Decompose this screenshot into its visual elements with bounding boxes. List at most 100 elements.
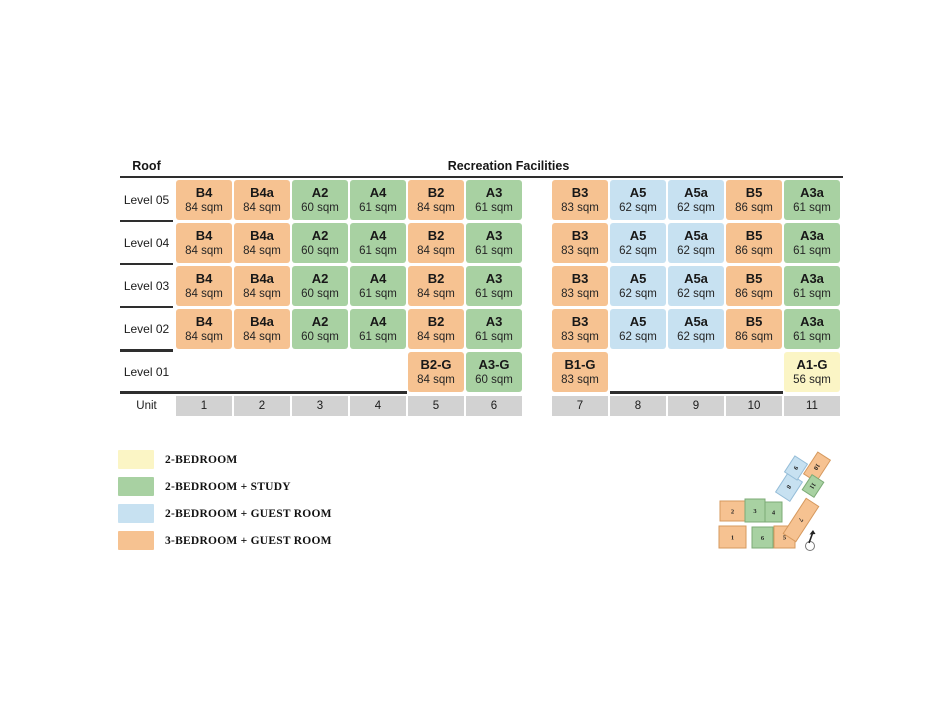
unit-number-7: 7 — [552, 396, 608, 416]
unit-cell-B4: B4 84 sqm — [176, 180, 232, 220]
unit-name: B5 — [745, 185, 763, 201]
unit-cell-A2: A2 60 sqm — [292, 223, 348, 263]
unit-cell-A4: A4 61 sqm — [350, 180, 406, 220]
unit-area: 84 sqm — [243, 330, 281, 343]
unit-name: A4 — [369, 185, 387, 201]
unit-name: A3 — [485, 314, 503, 330]
unit-area: 62 sqm — [677, 287, 715, 300]
unit-cell-A5: A5 62 sqm — [610, 266, 666, 306]
site-block-6: 6 — [751, 526, 774, 549]
unit-area: 86 sqm — [735, 201, 773, 214]
unit-area: 83 sqm — [561, 287, 599, 300]
unit-area: 61 sqm — [793, 287, 831, 300]
unit-name: A1-G — [796, 357, 828, 373]
unit-area: 60 sqm — [475, 373, 513, 386]
site-block-number: 4 — [772, 509, 776, 516]
unit-area: 61 sqm — [475, 201, 513, 214]
unit-area: 84 sqm — [185, 287, 223, 300]
unit-area: 62 sqm — [677, 330, 715, 343]
unit-area: 60 sqm — [301, 287, 339, 300]
unit-cell-B4a: B4a 84 sqm — [234, 266, 290, 306]
unit-name: A5a — [684, 271, 708, 287]
unit-cell-A4: A4 61 sqm — [350, 223, 406, 263]
site-block-number: 1 — [731, 534, 734, 541]
unit-name: B3 — [571, 271, 589, 287]
unit-cell-B5: B5 86 sqm — [726, 180, 782, 220]
unit-name: B5 — [745, 271, 763, 287]
unit-area: 84 sqm — [185, 244, 223, 257]
unit-name: A2 — [311, 314, 329, 330]
unit-name: A3 — [485, 228, 503, 244]
unit-area: 61 sqm — [793, 330, 831, 343]
unit-area: 60 sqm — [301, 244, 339, 257]
level-separator-line — [120, 220, 173, 222]
unit-area: 61 sqm — [475, 287, 513, 300]
legend-swatch-2br_study — [118, 477, 154, 496]
unit-cell-A3a: A3a 61 sqm — [784, 266, 840, 306]
unit-cell-B2: B2 84 sqm — [408, 223, 464, 263]
unit-cell-A2: A2 60 sqm — [292, 309, 348, 349]
site-block-number: 5 — [783, 534, 787, 541]
unit-name: B4 — [195, 314, 213, 330]
site-block-1: 1 — [718, 525, 747, 549]
unit-area: 86 sqm — [735, 330, 773, 343]
site-block-number: 6 — [761, 535, 765, 542]
unit-name: A3a — [800, 314, 824, 330]
unit-area: 62 sqm — [619, 330, 657, 343]
unit-cell-B4a: B4a 84 sqm — [234, 180, 290, 220]
unit-area: 61 sqm — [475, 330, 513, 343]
site-block-number: 2 — [731, 508, 734, 515]
unit-name: A5a — [684, 228, 708, 244]
unit-cell-B2: B2 84 sqm — [408, 309, 464, 349]
unit-cell-A5: A5 62 sqm — [610, 180, 666, 220]
unit-area: 61 sqm — [359, 287, 397, 300]
unit-name: A4 — [369, 314, 387, 330]
site-block-9: 9 — [783, 455, 809, 481]
unit-name: A5 — [629, 314, 647, 330]
unit-name: B4a — [250, 314, 274, 330]
unit-cell-A3: A3 61 sqm — [466, 180, 522, 220]
unit-cell-A1-G: A1-G 56 sqm — [784, 352, 840, 392]
unit-area: 61 sqm — [359, 330, 397, 343]
ground-line-left — [120, 391, 407, 394]
unit-cell-B3: B3 83 sqm — [552, 266, 608, 306]
unit-cell-B3: B3 83 sqm — [552, 223, 608, 263]
unit-cell-A3: A3 61 sqm — [466, 266, 522, 306]
unit-area: 61 sqm — [359, 201, 397, 214]
unit-name: B4 — [195, 228, 213, 244]
unit-cell-A3a: A3a 61 sqm — [784, 223, 840, 263]
unit-name: A4 — [369, 228, 387, 244]
site-block-number: 3 — [753, 508, 757, 515]
ground-line-right — [610, 391, 783, 394]
level-separator-line — [120, 263, 173, 265]
site-plan-map: 1 2 3 4 5 6 7 8 9 10 11 — [718, 451, 832, 551]
unit-name: B1-G — [564, 357, 596, 373]
unit-cell-A5a: A5a 62 sqm — [668, 180, 724, 220]
unit-name: A5 — [629, 228, 647, 244]
unit-area: 62 sqm — [619, 287, 657, 300]
unit-name: B3 — [571, 314, 589, 330]
unit-name: B4 — [195, 271, 213, 287]
unit-name: B2 — [427, 314, 445, 330]
unit-area: 84 sqm — [243, 244, 281, 257]
unit-area: 86 sqm — [735, 287, 773, 300]
unit-name: B4a — [250, 228, 274, 244]
unit-cell-A5: A5 62 sqm — [610, 223, 666, 263]
unit-area: 84 sqm — [185, 201, 223, 214]
unit-number-4: 4 — [350, 396, 406, 416]
unit-cell-A3a: A3a 61 sqm — [784, 309, 840, 349]
unit-area: 86 sqm — [735, 244, 773, 257]
unit-area: 62 sqm — [619, 244, 657, 257]
legend-label: 3-BEDROOM + GUEST ROOM — [165, 534, 332, 547]
unit-name: B2-G — [420, 357, 452, 373]
site-block-7: 7 — [782, 497, 820, 543]
site-block-11: 11 — [801, 473, 825, 499]
unit-name: A2 — [311, 185, 329, 201]
unit-area: 83 sqm — [561, 373, 599, 386]
unit-area: 60 sqm — [301, 330, 339, 343]
roof-header: Roof — [132, 159, 161, 173]
unit-name: A5 — [629, 185, 647, 201]
unit-cell-B2-G: B2-G 84 sqm — [408, 352, 464, 392]
legend-label: 2-BEDROOM — [165, 453, 238, 466]
